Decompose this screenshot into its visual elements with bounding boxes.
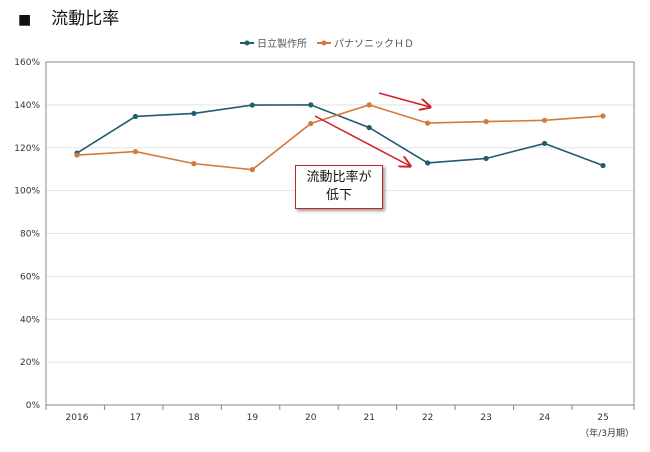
heading-text: 流動比率	[51, 9, 120, 29]
x-tick-label: 19	[247, 413, 259, 423]
data-point	[191, 161, 197, 167]
arrow-hitachi	[314, 115, 410, 166]
square-bullet-icon: ■	[18, 12, 32, 28]
x-tick-label: 25	[597, 413, 608, 423]
y-tick-label: 100%	[14, 187, 40, 197]
x-axis-label: （年/3月期）	[580, 427, 634, 439]
annotation-callout: 流動比率が 低下	[295, 165, 383, 209]
x-tick-label: 2016	[66, 413, 89, 423]
x-tick-label: 20	[305, 413, 317, 423]
callout-line1: 流動比率が	[306, 170, 372, 185]
data-point	[483, 155, 489, 162]
data-point	[249, 167, 255, 173]
data-point	[541, 140, 548, 147]
y-tick-label: 20%	[20, 358, 40, 368]
y-tick-label: 160%	[14, 58, 40, 68]
callout-line2: 低下	[325, 188, 352, 203]
data-point	[249, 102, 255, 108]
data-point	[308, 120, 314, 127]
x-tick-label: 23	[480, 413, 491, 423]
data-point	[132, 149, 139, 155]
data-point	[191, 110, 197, 117]
y-tick-label: 60%	[20, 272, 40, 282]
data-point	[308, 102, 314, 108]
legend-marker-1	[321, 40, 327, 46]
x-tick-label: 24	[539, 413, 551, 423]
legend-label-1: パナソニックＨＤ	[334, 38, 414, 50]
data-point	[366, 124, 372, 131]
data-point	[132, 113, 139, 120]
data-point	[366, 102, 372, 108]
y-tick-label: 140%	[14, 101, 40, 111]
y-tick-label: 120%	[14, 144, 40, 154]
data-point	[600, 113, 606, 119]
data-point	[541, 117, 548, 123]
series-line-1	[76, 104, 604, 171]
x-tick-label: 22	[422, 413, 433, 423]
chart-heading: ■ 流動比率	[18, 4, 119, 29]
legend-label-0: 日立製作所	[257, 37, 307, 50]
data-point	[425, 120, 431, 126]
data-point	[600, 162, 606, 169]
x-tick-label: 17	[130, 413, 141, 423]
y-tick-label: 80%	[20, 230, 40, 240]
data-point	[74, 152, 80, 158]
data-point	[425, 160, 431, 166]
x-tick-label: 18	[188, 413, 200, 423]
plot-area	[45, 61, 635, 406]
y-tick-label: 0%	[26, 401, 41, 411]
y-tick-label: 40%	[20, 315, 40, 325]
x-tick-label: 21	[363, 413, 374, 423]
legend-marker-0	[244, 40, 250, 46]
data-point	[483, 118, 489, 125]
series-line-0	[76, 104, 604, 167]
arrow-panasonic	[378, 92, 430, 107]
